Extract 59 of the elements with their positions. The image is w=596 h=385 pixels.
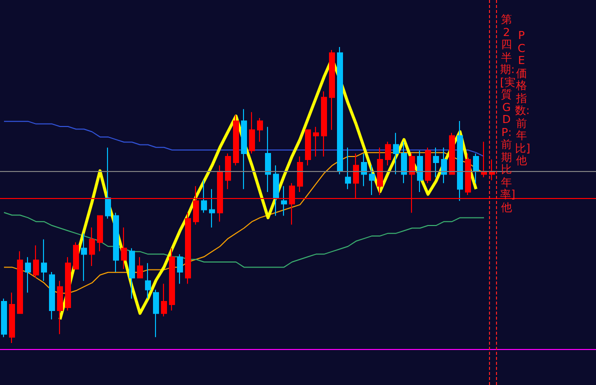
candlestick (249, 112, 255, 154)
candlestick (145, 262, 151, 300)
candlestick (305, 129, 311, 166)
candlestick (473, 153, 479, 184)
candlestick (449, 132, 455, 175)
candlestick (265, 126, 271, 193)
candlestick (105, 147, 111, 220)
candlestick (121, 227, 127, 270)
candlestick (313, 126, 319, 158)
candlestick (337, 46, 343, 175)
candlestick (273, 164, 279, 216)
candlestick (57, 280, 63, 335)
candlestick (113, 212, 119, 272)
candlestick (209, 188, 215, 228)
candlestick (241, 108, 247, 190)
candlestick (369, 164, 375, 196)
candlestick (257, 118, 263, 142)
candlestick (9, 292, 15, 344)
candlestick (25, 256, 31, 294)
candlestick (465, 153, 471, 196)
candlestick (65, 256, 71, 311)
candlestick (329, 49, 335, 130)
candlestick (361, 153, 367, 187)
candlestick (281, 186, 287, 216)
candlestick (321, 90, 327, 158)
candlestick (441, 147, 447, 184)
candlestick (169, 248, 175, 311)
candlestick (385, 141, 391, 166)
candlestick (297, 156, 303, 193)
text: 第2四半期:[実質GDP:前期比年率]他 (500, 13, 516, 214)
candlestick (425, 147, 431, 184)
candlestick (41, 238, 47, 282)
candlestick (89, 227, 95, 267)
candlestick (233, 114, 239, 166)
candlestick (377, 147, 383, 196)
candlestick (433, 147, 439, 178)
candlestick (129, 248, 135, 300)
candlestick (481, 141, 487, 178)
candlestick (177, 254, 183, 284)
candlestick (401, 141, 407, 184)
candlestick (1, 298, 7, 338)
candlestick (489, 158, 495, 181)
candlestick (153, 289, 159, 338)
candlestick (225, 153, 231, 190)
candlestick (393, 132, 399, 175)
candlestick (33, 244, 39, 278)
candlestick (345, 147, 351, 190)
candlestick (49, 271, 55, 320)
candlestick (161, 283, 167, 317)
candlestick (137, 256, 143, 278)
candlestick (457, 120, 463, 202)
candlestick (417, 150, 423, 193)
text: PCE価格指数:前年比]他 (515, 29, 530, 167)
candlestick (81, 232, 87, 282)
candlestick (185, 212, 191, 284)
candlestick (73, 242, 79, 270)
candlestick (201, 180, 207, 214)
candlestick (97, 215, 103, 252)
candlestick (17, 250, 23, 314)
